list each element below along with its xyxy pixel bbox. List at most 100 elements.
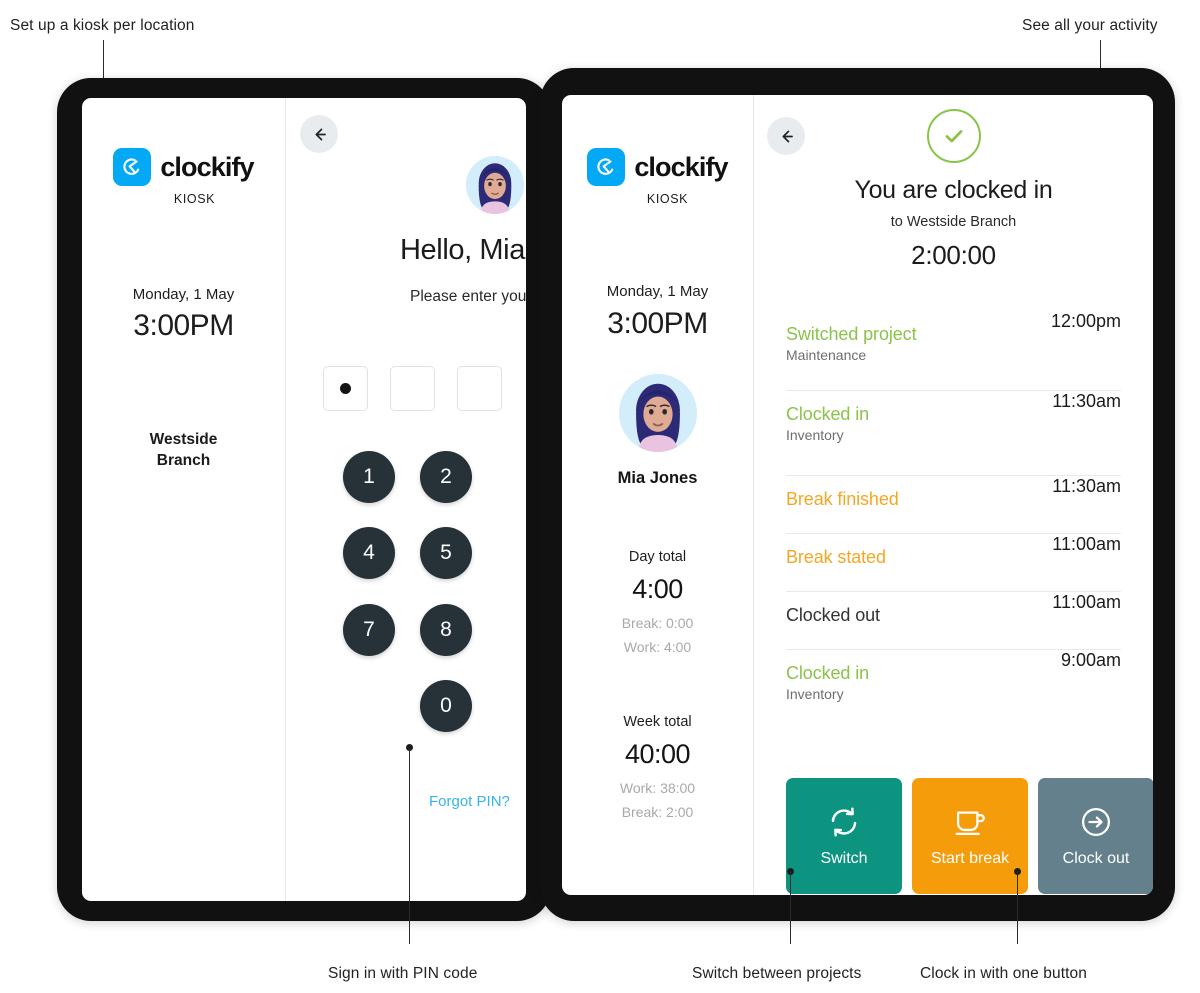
activity-row[interactable]: Clocked out 11:00am	[786, 592, 1121, 650]
check-circle-icon	[927, 109, 981, 163]
tablet-device-two: clockify KIOSK Monday, 1 May 3:00PM	[540, 68, 1175, 921]
arrow-left-icon	[782, 130, 793, 142]
activity-title: Switched project	[786, 324, 917, 344]
pin-dot-filled	[340, 383, 351, 394]
pin-box-1[interactable]	[323, 366, 368, 411]
device-one-pin-pane: Hello, Mia Please enter you 1 2 4 5 7 8 …	[286, 98, 526, 901]
brand-wordmark: clockify	[160, 151, 254, 182]
activity-row[interactable]: Switched project Maintenance 12:00pm	[786, 311, 1121, 391]
brand-logo-two: clockify	[587, 148, 729, 186]
keypad-key-2[interactable]: 2	[420, 451, 472, 503]
leader-line-clockin	[1017, 872, 1019, 944]
start-break-button-label: Start break	[930, 849, 1010, 867]
arrow-left-icon	[315, 128, 326, 140]
coffee-cup-icon	[955, 811, 985, 835]
user-name: Mia Jones	[617, 469, 698, 487]
brand-logo-one: clockify	[113, 148, 255, 186]
week-total-label: Week total	[623, 714, 692, 730]
activity-project: Inventory	[786, 686, 844, 702]
keypad-key-8[interactable]: 8	[420, 604, 472, 656]
greeting-text: Hello, Mia	[400, 234, 525, 266]
switch-button-label: Switch	[820, 849, 868, 867]
activity-project: Inventory	[786, 427, 844, 443]
forgot-pin-link[interactable]: Forgot PIN?	[429, 793, 510, 810]
clock-out-button-label: Clock out	[1062, 849, 1130, 867]
day-total-break: Break: 0:00	[621, 615, 694, 631]
device-one-date: Monday, 1 May	[132, 286, 235, 303]
device-two-date: Monday, 1 May	[606, 283, 709, 300]
avatar-two	[618, 374, 697, 452]
device-one-location: Westside Branch	[150, 429, 218, 472]
activity-title: Clocked in	[786, 663, 870, 683]
leader-line-switch	[790, 872, 792, 944]
pin-instruction: Please enter you	[410, 288, 526, 305]
pin-box-2[interactable]	[390, 366, 435, 411]
user-avatar-icon	[618, 374, 697, 452]
day-total-label: Day total	[628, 549, 687, 565]
week-total-work: Work: 38:00	[619, 780, 696, 796]
device-two-time: 3:00PM	[607, 307, 708, 340]
annotation-clock-in-one-button: Clock in with one button	[920, 965, 1087, 982]
back-button-two[interactable]	[767, 117, 805, 155]
leader-dot-switch	[787, 868, 794, 875]
day-total-work: Work: 4:00	[623, 639, 692, 655]
day-total-value: 4:00	[632, 574, 683, 604]
activity-list: Switched project Maintenance 12:00pm Clo…	[786, 311, 1121, 712]
annotation-switch-projects: Switch between projects	[692, 965, 862, 982]
device-one-time: 3:00PM	[133, 309, 234, 342]
keypad-key-7[interactable]: 7	[343, 604, 395, 656]
device-one-sidebar: clockify KIOSK Monday, 1 May 3:00PM West…	[82, 98, 286, 901]
annotation-see-all-activity: See all your activity	[1022, 17, 1158, 34]
activity-row[interactable]: Break stated 11:00am	[786, 534, 1121, 592]
device-one-screen: clockify KIOSK Monday, 1 May 3:00PM West…	[82, 98, 526, 901]
week-total-value: 40:00	[624, 739, 691, 769]
annotation-kiosk-per-location: Set up a kiosk per location	[10, 17, 195, 34]
activity-time: 9:00am	[1060, 650, 1121, 670]
activity-title: Clocked out	[786, 605, 880, 625]
location-line-2: Branch	[156, 452, 211, 470]
activity-time: 11:00am	[1052, 534, 1121, 554]
tablet-device-one: clockify KIOSK Monday, 1 May 3:00PM West…	[57, 78, 551, 921]
activity-time: 11:30am	[1052, 476, 1121, 496]
activity-title: Clocked in	[786, 404, 870, 424]
leader-dot-clockin	[1014, 868, 1021, 875]
activity-row[interactable]: Clocked in Inventory 11:30am	[786, 391, 1121, 476]
location-line-1: Westside	[149, 431, 218, 448]
keypad-key-4[interactable]: 4	[343, 527, 395, 579]
leader-line-pin	[409, 748, 411, 944]
week-total-break: Break: 2:00	[621, 804, 694, 820]
device-two-activity-pane: You are clocked in to Westside Branch 2:…	[754, 95, 1153, 895]
annotation-sign-in-pin: Sign in with PIN code	[328, 965, 478, 982]
leader-dot-pin	[406, 744, 413, 751]
clock-out-button[interactable]: Clock out	[1038, 778, 1153, 894]
activity-actions: Switch Start break	[786, 778, 1153, 894]
pin-box-3[interactable]	[457, 366, 502, 411]
activity-time: 12:00pm	[1050, 311, 1121, 331]
back-button-one[interactable]	[300, 115, 338, 153]
avatar-one	[466, 156, 524, 214]
activity-row[interactable]: Break finished 11:30am	[786, 476, 1121, 534]
clocked-in-subtitle: to Westside Branch	[890, 214, 1017, 230]
brand-subtitle-one: KIOSK	[173, 192, 216, 206]
activity-title: Break stated	[786, 547, 886, 567]
activity-time: 11:30am	[1052, 391, 1121, 411]
keypad-key-5[interactable]: 5	[420, 527, 472, 579]
start-break-button[interactable]: Start break	[912, 778, 1028, 894]
activity-time: 11:00am	[1052, 592, 1121, 612]
activity-title: Break finished	[786, 489, 899, 509]
clockify-logo-icon	[113, 148, 152, 186]
user-avatar-icon	[466, 156, 524, 214]
activity-project: Maintenance	[786, 347, 867, 363]
clockify-logo-icon	[587, 148, 626, 186]
keypad-key-0[interactable]: 0	[420, 680, 472, 732]
arrow-right-circle-icon	[1081, 807, 1111, 836]
activity-row[interactable]: Clocked in Inventory 9:00am	[786, 650, 1121, 712]
device-two-sidebar: clockify KIOSK Monday, 1 May 3:00PM	[562, 95, 754, 895]
clocked-in-title: You are clocked in	[854, 176, 1053, 204]
switch-button[interactable]: Switch	[786, 778, 902, 894]
refresh-icon	[831, 806, 857, 837]
clocked-in-timer: 2:00:00	[911, 240, 996, 270]
brand-wordmark: clockify	[634, 151, 728, 182]
keypad-key-1[interactable]: 1	[343, 451, 395, 503]
